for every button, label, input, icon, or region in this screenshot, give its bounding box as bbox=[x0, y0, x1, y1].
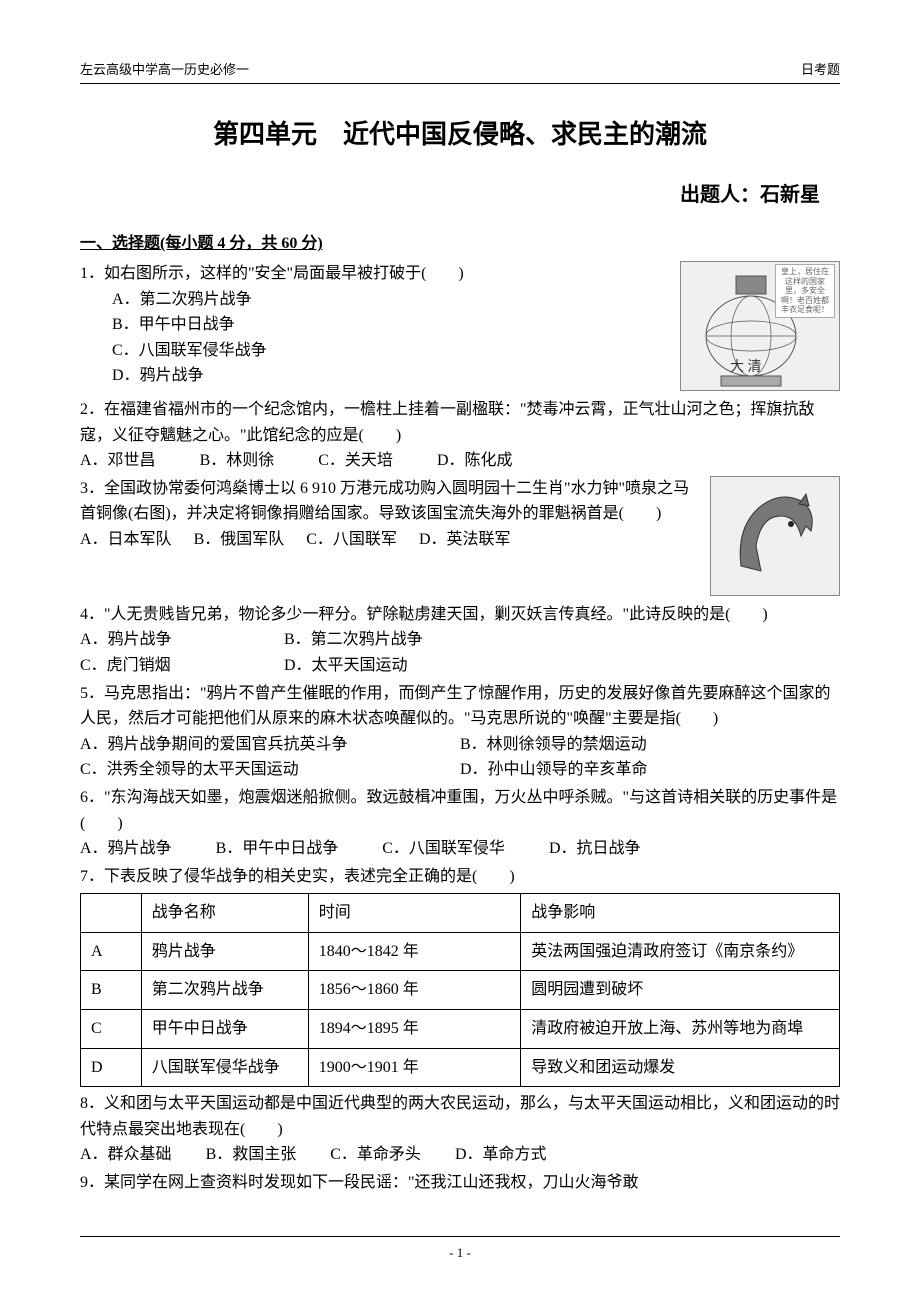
q9-text: 9．某同学在网上查资料时发现如下一段民谣："还我江山还我权，刀山火海爷敢 bbox=[80, 1170, 840, 1196]
section-heading: 一、选择题(每小题 4 分，共 60 分) bbox=[80, 231, 840, 257]
q5-optC: C．洪秀全领导的太平天国运动 bbox=[80, 757, 460, 783]
question-8: 8．义和团与太平天国运动都是中国近代典型的两大农民运动，那么，与太平天国运动相比… bbox=[80, 1091, 840, 1168]
q4-text: 4．"人无贵贱皆兄弟，物论多少一秤分。铲除鞑虏建天国，剿灭妖言传真经。"此诗反映… bbox=[80, 602, 840, 628]
q6-optB: B．甲午中日战争 bbox=[216, 836, 339, 862]
q3-optD: D．英法联军 bbox=[419, 527, 511, 553]
q3-image bbox=[710, 476, 840, 596]
q8-optB: B．救国主张 bbox=[206, 1142, 297, 1168]
cell: 英法两国强迫清政府签订《南京条约》 bbox=[521, 932, 840, 971]
q2-optC: C．关天培 bbox=[318, 448, 393, 474]
page-footer: - 1 - bbox=[80, 1236, 840, 1264]
q2-optB: B．林则徐 bbox=[200, 448, 275, 474]
q3-optB: B．俄国军队 bbox=[194, 527, 285, 553]
cell: B bbox=[81, 971, 142, 1010]
q2-optA: A．邓世昌 bbox=[80, 448, 156, 474]
q6-optC: C．八国联军侵华 bbox=[382, 836, 505, 862]
q6-optD: D．抗日战争 bbox=[549, 836, 641, 862]
q1-image-label: 大 清 bbox=[730, 359, 762, 375]
q4-optD: D．太平天国运动 bbox=[284, 657, 408, 674]
q4-optB: B．第二次鸦片战争 bbox=[284, 631, 423, 648]
q5-optA: A．鸦片战争期间的爱国官兵抗英斗争 bbox=[80, 732, 460, 758]
cell: 1900～1901 年 bbox=[308, 1048, 521, 1087]
cell: A bbox=[81, 932, 142, 971]
cell: 1856～1860 年 bbox=[308, 971, 521, 1010]
table-row: D 八国联军侵华战争 1900～1901 年 导致义和团运动爆发 bbox=[81, 1048, 840, 1087]
table-header-row: 战争名称 时间 战争影响 bbox=[81, 894, 840, 933]
q4-optA: A．鸦片战争 bbox=[80, 627, 280, 653]
cell: 八国联军侵华战争 bbox=[141, 1048, 308, 1087]
question-3: 3．全国政协常委何鸿燊博士以 6 910 万港元成功购入圆明园十二生肖"水力钟"… bbox=[80, 476, 840, 600]
th-blank bbox=[81, 894, 142, 933]
table-row: C 甲午中日战争 1894～1895 年 清政府被迫开放上海、苏州等地为商埠 bbox=[81, 1010, 840, 1049]
header-right: 日考题 bbox=[801, 60, 840, 81]
q4-optC: C．虎门销烟 bbox=[80, 653, 280, 679]
th-effect: 战争影响 bbox=[521, 894, 840, 933]
q4-options: A．鸦片战争 B．第二次鸦片战争 C．虎门销烟 D．太平天国运动 bbox=[80, 627, 840, 678]
cell: 第二次鸦片战争 bbox=[141, 971, 308, 1010]
page-header: 左云高级中学高一历史必修一 日考题 bbox=[80, 60, 840, 84]
cell: 1840～1842 年 bbox=[308, 932, 521, 971]
q7-table: 战争名称 时间 战争影响 A 鸦片战争 1840～1842 年 英法两国强迫清政… bbox=[80, 893, 840, 1087]
question-1: 皇上，居住在这样的国家里，多安全啊！老百姓都丰衣足食呢！ 大 清 1．如右图所示… bbox=[80, 261, 840, 395]
q1-image: 皇上，居住在这样的国家里，多安全啊！老百姓都丰衣足食呢！ 大 清 bbox=[680, 261, 840, 391]
question-9: 9．某同学在网上查资料时发现如下一段民谣："还我江山还我权，刀山火海爷敢 bbox=[80, 1170, 840, 1196]
q8-optA: A．群众基础 bbox=[80, 1142, 172, 1168]
th-time: 时间 bbox=[308, 894, 521, 933]
q2-optD: D．陈化成 bbox=[437, 448, 513, 474]
cell: 清政府被迫开放上海、苏州等地为商埠 bbox=[521, 1010, 840, 1049]
table-row: A 鸦片战争 1840～1842 年 英法两国强迫清政府签订《南京条约》 bbox=[81, 932, 840, 971]
q2-text: 2．在福建省福州市的一个纪念馆内，一檐柱上挂着一副楹联："焚毒冲云霄，正气壮山河… bbox=[80, 397, 840, 448]
cell: 甲午中日战争 bbox=[141, 1010, 308, 1049]
cell: C bbox=[81, 1010, 142, 1049]
question-2: 2．在福建省福州市的一个纪念馆内，一檐柱上挂着一副楹联："焚毒冲云霄，正气壮山河… bbox=[80, 397, 840, 474]
q1-image-caption: 皇上，居住在这样的国家里，多安全啊！老百姓都丰衣足食呢！ bbox=[775, 264, 835, 318]
cell: D bbox=[81, 1048, 142, 1087]
author-line: 出题人：石新星 bbox=[80, 179, 840, 211]
question-7: 7．下表反映了侵华战争的相关史实，表述完全正确的是( ) 战争名称 时间 战争影… bbox=[80, 864, 840, 1088]
header-left: 左云高级中学高一历史必修一 bbox=[80, 60, 249, 81]
q5-optB: B．林则徐领导的禁烟运动 bbox=[460, 732, 840, 758]
q6-text: 6．"东沟海战天如墨，炮震烟迷船掀侧。致远鼓楫冲重围，万火丛中呼杀贼。"与这首诗… bbox=[80, 785, 840, 836]
q8-optC: C．革命矛头 bbox=[330, 1142, 421, 1168]
cell: 圆明园遭到破坏 bbox=[521, 971, 840, 1010]
q6-options: A．鸦片战争 B．甲午中日战争 C．八国联军侵华 D．抗日战争 bbox=[80, 836, 840, 862]
q5-options-row2: C．洪秀全领导的太平天国运动 D．孙中山领导的辛亥革命 bbox=[80, 757, 840, 783]
table-row: B 第二次鸦片战争 1856～1860 年 圆明园遭到破坏 bbox=[81, 971, 840, 1010]
q3-optC: C．八国联军 bbox=[306, 527, 397, 553]
q7-text: 7．下表反映了侵华战争的相关史实，表述完全正确的是( ) bbox=[80, 864, 840, 890]
q3-optA: A．日本军队 bbox=[80, 527, 172, 553]
q5-text: 5．马克思指出："鸦片不曾产生催眠的作用，而倒产生了惊醒作用，历史的发展好像首先… bbox=[80, 681, 840, 732]
unit-title: 第四单元 近代中国反侵略、求民主的潮流 bbox=[80, 114, 840, 156]
question-6: 6．"东沟海战天如墨，炮震烟迷船掀侧。致远鼓楫冲重围，万火丛中呼杀贼。"与这首诗… bbox=[80, 785, 840, 862]
q8-optD: D．革命方式 bbox=[455, 1142, 547, 1168]
question-4: 4．"人无贵贱皆兄弟，物论多少一秤分。铲除鞑虏建天国，剿灭妖言传真经。"此诗反映… bbox=[80, 602, 840, 679]
q5-options-row1: A．鸦片战争期间的爱国官兵抗英斗争 B．林则徐领导的禁烟运动 bbox=[80, 732, 840, 758]
q5-optD: D．孙中山领导的辛亥革命 bbox=[460, 757, 840, 783]
q8-text: 8．义和团与太平天国运动都是中国近代典型的两大农民运动，那么，与太平天国运动相比… bbox=[80, 1091, 840, 1142]
cell: 鸦片战争 bbox=[141, 932, 308, 971]
q6-optA: A．鸦片战争 bbox=[80, 836, 172, 862]
cell: 导致义和团运动爆发 bbox=[521, 1048, 840, 1087]
q2-options: A．邓世昌 B．林则徐 C．关天培 D．陈化成 bbox=[80, 448, 840, 474]
cell: 1894～1895 年 bbox=[308, 1010, 521, 1049]
question-5: 5．马克思指出："鸦片不曾产生催眠的作用，而倒产生了惊醒作用，历史的发展好像首先… bbox=[80, 681, 840, 783]
horse-head-icon bbox=[711, 476, 839, 596]
th-name: 战争名称 bbox=[141, 894, 308, 933]
q8-options: A．群众基础 B．救国主张 C．革命矛头 D．革命方式 bbox=[80, 1142, 840, 1168]
